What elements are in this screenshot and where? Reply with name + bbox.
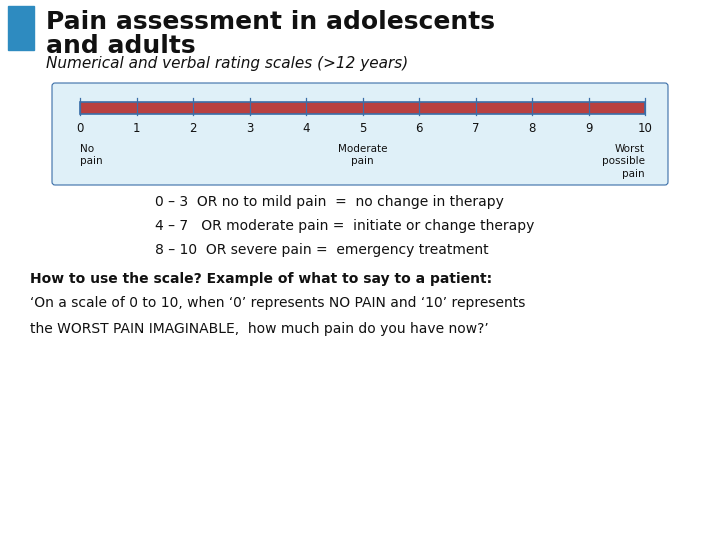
Text: 2: 2	[189, 122, 197, 135]
Text: 8: 8	[528, 122, 536, 135]
Bar	[8, 6, 34, 50]
Text: and adults: and adults	[46, 34, 196, 58]
Text: 6: 6	[415, 122, 423, 135]
Text: 5: 5	[359, 122, 366, 135]
Bar	[80, 102, 645, 114]
Text: How to use the scale? Example of what to say to a patient:: How to use the scale? Example of what to…	[30, 272, 492, 286]
Text: 0 – 3  OR no to mild pain  =  no change in therapy: 0 – 3 OR no to mild pain = no change in …	[155, 195, 504, 209]
Text: Worst
possible
pain: Worst possible pain	[602, 144, 645, 179]
Bar	[80, 102, 645, 114]
Text: 4 – 7   OR moderate pain =  initiate or change therapy: 4 – 7 OR moderate pain = initiate or cha…	[155, 219, 534, 233]
Text: 1: 1	[132, 122, 140, 135]
Text: Moderate
pain: Moderate pain	[338, 144, 387, 166]
Text: No
pain: No pain	[80, 144, 103, 166]
Text: the WORST PAIN IMAGINABLE,  how much pain do you have now?’: the WORST PAIN IMAGINABLE, how much pain…	[30, 322, 489, 336]
Text: Pain assessment in adolescents: Pain assessment in adolescents	[46, 10, 495, 34]
Text: Numerical and verbal rating scales (>12 years): Numerical and verbal rating scales (>12 …	[46, 56, 408, 71]
Text: 10: 10	[638, 122, 652, 135]
Text: 7: 7	[472, 122, 480, 135]
Text: 0: 0	[76, 122, 84, 135]
FancyBboxPatch shape	[52, 83, 668, 185]
Text: ‘On a scale of 0 to 10, when ‘0’ represents NO PAIN and ‘10’ represents: ‘On a scale of 0 to 10, when ‘0’ represe…	[30, 296, 526, 310]
Text: 4: 4	[302, 122, 310, 135]
Text: 3: 3	[246, 122, 253, 135]
Text: 9: 9	[585, 122, 593, 135]
Text: 8 – 10  OR severe pain =  emergency treatment: 8 – 10 OR severe pain = emergency treatm…	[155, 243, 489, 257]
